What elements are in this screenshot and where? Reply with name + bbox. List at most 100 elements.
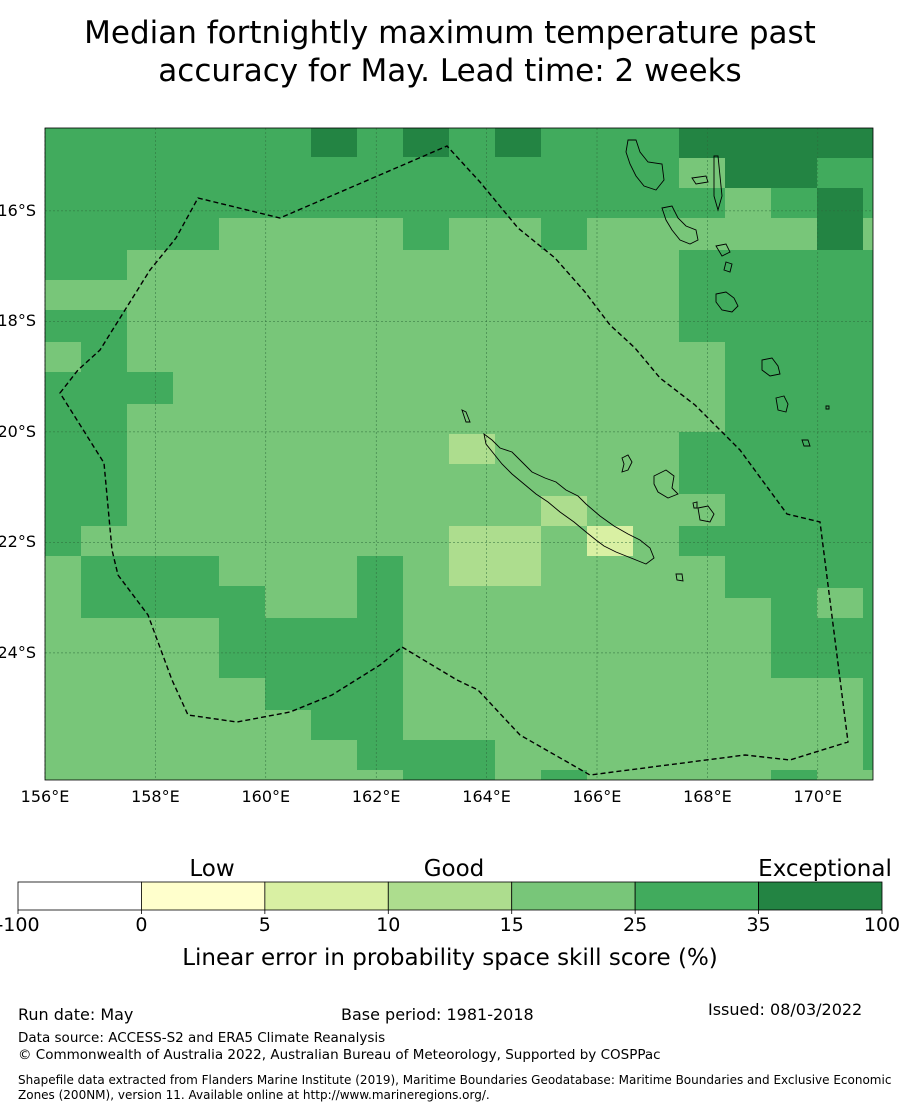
map-title: Median fortnightly maximum temperature p… [0,14,900,90]
skill-grid [45,128,873,780]
skill-cell [45,310,127,342]
colorbar-segment [264,881,389,911]
colorbar-tick-label: 100 [863,914,900,936]
latitude-tick-label: 22°S [0,532,36,552]
skill-cell [725,342,873,598]
skill-cell [541,770,587,780]
vanuatu-efate [715,291,739,313]
longitude-tick-label: 164°E [462,787,511,806]
base-period: Base period: 1981-2018 [341,1005,534,1024]
skill-cell [863,678,873,770]
skill-cell [541,218,587,250]
longitude-tick-label: 158°E [131,787,180,806]
small-island-c [825,405,830,410]
colorbar-segment [387,881,513,911]
colorbar-category-low: Low [189,856,235,882]
longitude-tick-label: 170°E [793,787,843,806]
vanuatu-pentecost [713,155,723,212]
loyalty-island-mare [697,505,715,523]
new-caledonia-island [483,432,655,565]
title-line-2: accuracy for May. Lead time: 2 weeks [158,53,742,89]
longitude-tick-label: 166°E [572,787,622,806]
skill-cell [403,218,449,250]
colorbar [17,881,883,914]
loyalty-island-lifou [653,469,679,499]
skill-cell [449,526,541,586]
skill-cell [45,218,219,250]
longitude-tick-label: 156°E [20,787,70,806]
skill-cell [817,678,863,710]
skill-cell [679,250,873,342]
colorbar-tick-label: -100 [0,914,40,936]
eez-boundary [59,145,849,776]
colorbar-segment [141,881,266,911]
colorbar-label: Linear error in probability space skill … [182,945,718,971]
skill-cell [817,188,863,250]
run-date: Run date: May [18,1005,134,1024]
skill-cell [45,250,127,280]
colorbar-category-exceptional: Exceptional [758,856,892,882]
colorbar-segment [758,881,883,911]
skill-cell [679,128,873,158]
longitude-tick-label: 162°E [351,787,401,806]
skill-cell [81,556,219,618]
skill-cell [679,158,725,188]
shapefile-credit-line-2: Zones (200NM), version 11. Available onl… [18,1088,490,1102]
colorbar-category-good: Good [423,856,485,882]
skill-cell [45,404,127,526]
latitude-tick-label: 16°S [0,200,36,220]
longitude-tick-label: 160°E [241,787,291,806]
skill-cell [495,128,541,157]
skill-cell [219,586,265,678]
map-frame [44,127,874,781]
skill-cell [817,588,863,618]
vanuatu-ambae [691,175,709,185]
skill-cell [357,556,403,770]
colorbar-tick-label: 0 [135,914,148,936]
latitude-tick-label: 20°S [0,421,36,441]
skill-cell [81,342,127,372]
vanuatu-ambrym [715,243,731,257]
latitude-tick-label: 18°S [0,311,36,331]
colorbar-segment [634,881,759,911]
skill-cell [725,158,817,188]
skill-cell [679,526,725,556]
skill-cell [403,740,495,780]
title-line-1: Median fortnightly maximum temperature p… [84,15,816,51]
small-island-a [801,439,811,447]
small-island-e [692,501,698,509]
skill-cell [725,188,771,218]
land-outlines [461,139,830,582]
skill-cell [45,372,173,404]
loyalty-island-ouvea [621,454,633,473]
vanuatu-tanna [775,395,789,413]
colorbar-tick-label: 35 [746,914,771,936]
skill-cell [679,432,725,494]
skill-cell [265,618,357,710]
vanuatu-epi [723,261,733,273]
vanuatu-malekula [661,205,699,245]
skill-cell [587,526,633,556]
vanuatu-erromango [761,357,781,377]
skill-cell [449,434,495,464]
small-island-b [675,573,684,582]
issued-date: Issued: 08/03/2022 [708,1000,863,1019]
skill-cell [45,526,81,556]
copyright-notice: © Commonwealth of Australia 2022, Austra… [18,1047,661,1063]
data-source: Data source: ACCESS-S2 and ERA5 Climate … [18,1030,386,1046]
skill-cell [771,770,817,780]
skill-cell [403,128,449,157]
vanuatu-espiritu-santo [625,139,665,191]
colorbar-tick-label: 5 [258,914,271,936]
colorbar-tick-label: 15 [499,914,524,936]
colorbar-segment [511,881,636,911]
small-island-d [461,409,471,423]
skill-cell [311,128,357,157]
colorbar-tick-label: 25 [623,914,648,936]
shapefile-credit-line-1: Shapefile data extracted from Flanders M… [18,1073,892,1087]
skill-cell [541,496,587,526]
colorbar-segment [17,881,142,911]
latitude-tick-label: 24°S [0,642,36,662]
longitude-tick-label: 168°E [683,787,732,806]
